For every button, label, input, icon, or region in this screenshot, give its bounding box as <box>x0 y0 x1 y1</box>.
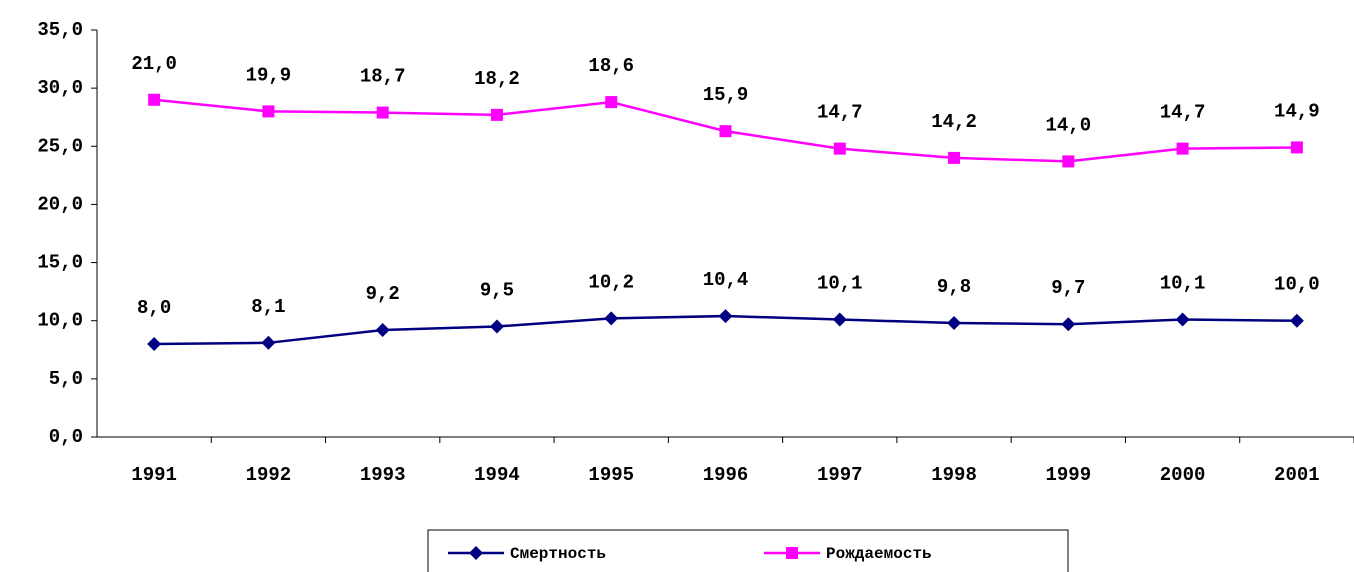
data-label: 10,4 <box>703 269 749 291</box>
x-tick-label: 1995 <box>588 464 634 486</box>
data-label: 18,7 <box>360 66 406 88</box>
y-tick-label: 0,0 <box>49 426 83 448</box>
marker <box>262 105 275 118</box>
legend-marker <box>786 547 798 559</box>
marker <box>1176 142 1189 155</box>
data-label: 14,2 <box>931 111 977 133</box>
data-label: 19,9 <box>246 64 292 86</box>
marker <box>489 319 504 334</box>
marker <box>490 108 503 121</box>
marker <box>261 335 276 350</box>
marker <box>719 125 732 138</box>
y-tick-label: 20,0 <box>37 193 83 215</box>
data-label: 14,9 <box>1274 100 1320 122</box>
data-label: 14,7 <box>817 102 863 124</box>
marker <box>147 336 162 351</box>
legend-label: Смертность <box>510 545 606 563</box>
x-tick-label: 1992 <box>246 464 292 486</box>
y-tick-label: 10,0 <box>37 310 83 332</box>
x-tick-label: 1998 <box>931 464 977 486</box>
data-label: 8,1 <box>251 296 285 318</box>
marker <box>375 323 390 338</box>
x-tick-label: 2000 <box>1160 464 1206 486</box>
marker <box>832 312 847 327</box>
marker <box>1062 155 1075 168</box>
legend-box <box>427 529 1069 572</box>
data-label: 14,7 <box>1160 102 1206 124</box>
data-label: 9,8 <box>937 276 971 298</box>
x-tick-label: 1996 <box>703 464 749 486</box>
x-tick-label: 2001 <box>1274 464 1320 486</box>
data-label: 9,5 <box>480 280 514 302</box>
data-label: 10,1 <box>1160 273 1206 295</box>
y-tick-label: 25,0 <box>37 135 83 157</box>
data-label: 8,0 <box>137 297 171 319</box>
x-tick-label: 1997 <box>817 464 863 486</box>
data-label: 21,0 <box>131 53 177 75</box>
y-tick-label: 15,0 <box>37 252 83 274</box>
y-tick-label: 5,0 <box>49 368 83 390</box>
x-tick-label: 1991 <box>131 464 177 486</box>
marker <box>1290 141 1303 154</box>
marker <box>604 311 619 326</box>
marker <box>718 309 733 324</box>
data-label: 10,0 <box>1274 274 1320 296</box>
data-label: 10,2 <box>588 271 634 293</box>
marker <box>1175 312 1190 327</box>
x-tick-label: 1994 <box>474 464 520 486</box>
marker <box>833 142 846 155</box>
marker <box>605 96 618 109</box>
marker <box>947 316 962 331</box>
y-tick-label: 30,0 <box>37 77 83 99</box>
marker <box>376 106 389 119</box>
data-label: 15,9 <box>703 84 749 106</box>
marker <box>948 151 961 164</box>
x-tick-label: 1999 <box>1046 464 1092 486</box>
data-label: 14,0 <box>1046 114 1092 136</box>
data-label: 9,7 <box>1051 277 1085 299</box>
marker <box>1061 317 1076 332</box>
marker <box>148 93 161 106</box>
x-tick-label: 1993 <box>360 464 406 486</box>
y-tick-label: 35,0 <box>37 19 83 41</box>
marker <box>1289 313 1304 328</box>
data-label: 10,1 <box>817 273 863 295</box>
legend-marker <box>469 546 483 560</box>
data-label: 18,2 <box>474 68 520 90</box>
data-label: 9,2 <box>366 283 400 305</box>
legend-label: Рождаемость <box>826 545 932 563</box>
data-label: 18,6 <box>588 55 634 77</box>
